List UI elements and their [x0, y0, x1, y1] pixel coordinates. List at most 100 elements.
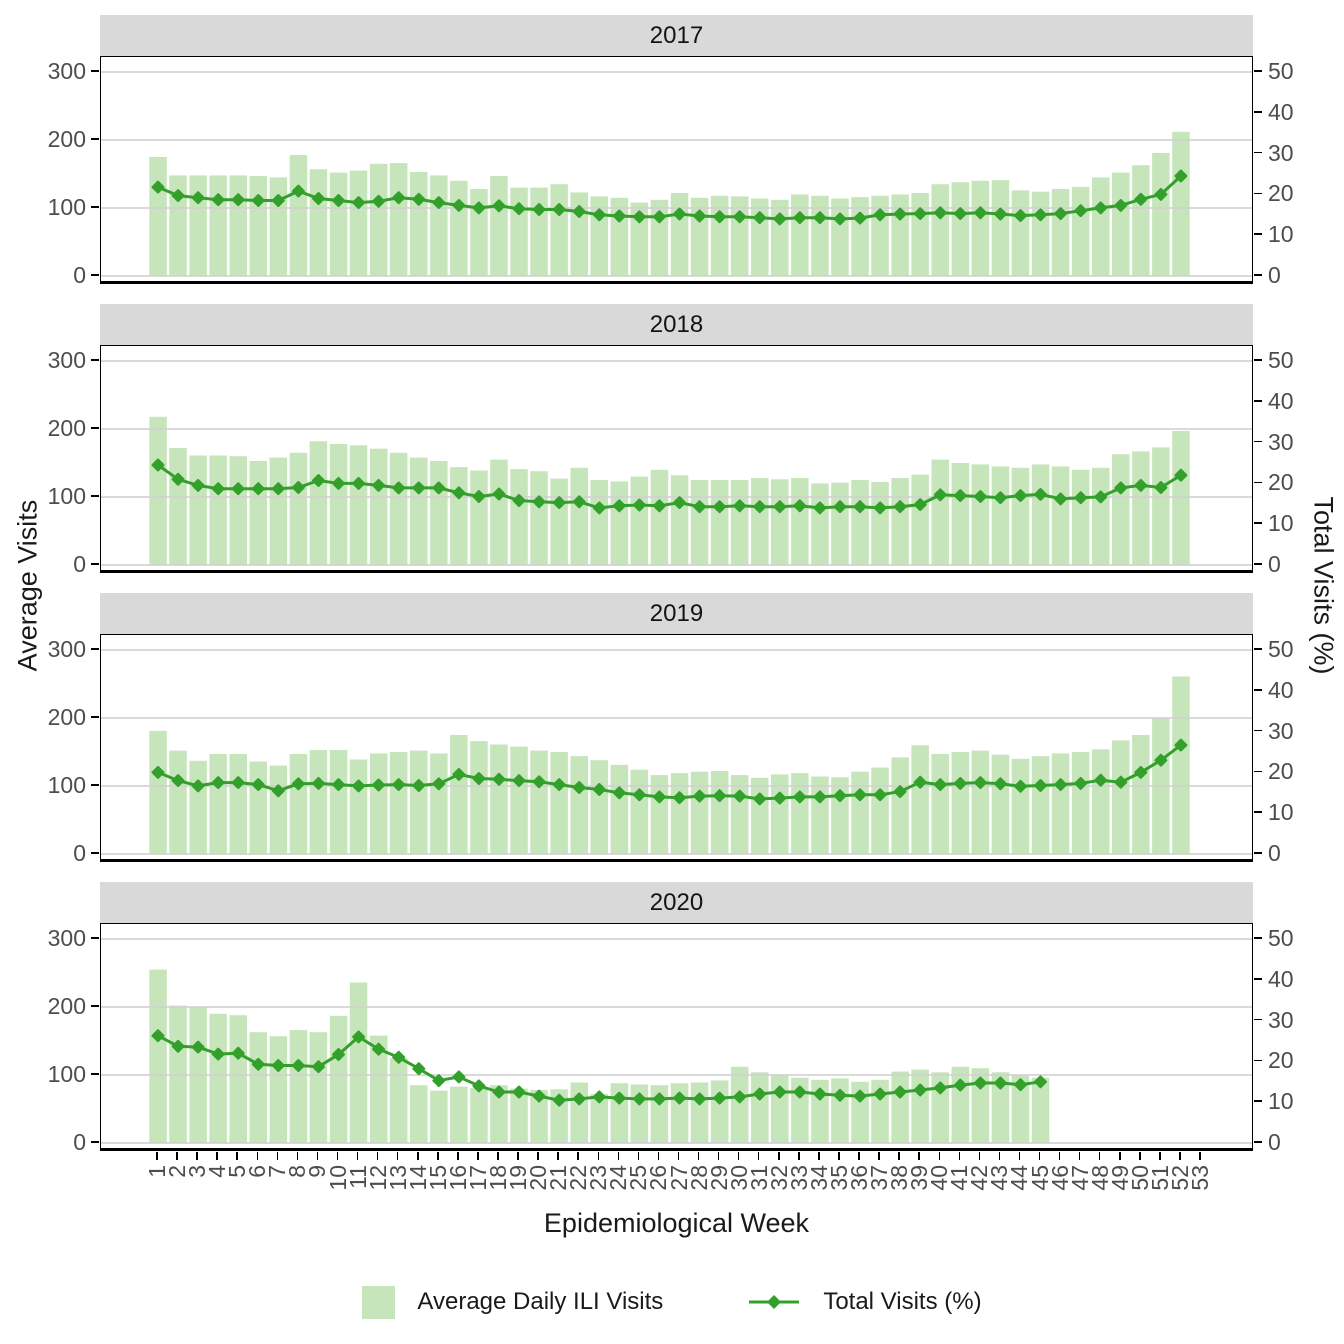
x-tick-mark: [1139, 1152, 1141, 1160]
left-tick-label: 300: [47, 925, 86, 951]
bar: [269, 765, 288, 854]
bar: [430, 175, 448, 276]
bar: [630, 476, 649, 565]
bar: [751, 198, 769, 276]
bar: [289, 1030, 308, 1143]
left-tick-mark: [91, 495, 99, 497]
bar: [570, 467, 588, 565]
left-tick-label: 200: [47, 415, 86, 441]
bar: [971, 464, 990, 565]
bar: [249, 761, 267, 854]
bar: [329, 172, 348, 276]
bar: [1112, 454, 1130, 565]
bar: [470, 470, 488, 565]
bar: [670, 773, 689, 854]
left-tick-label: 100: [47, 483, 86, 509]
right-tick-mark: [1254, 937, 1262, 939]
right-tick-mark: [1254, 689, 1262, 691]
bar: [329, 750, 348, 854]
right-tick-mark: [1254, 192, 1262, 195]
bar: [991, 754, 1010, 854]
bar: [831, 1078, 849, 1143]
left-tick-mark: [91, 852, 99, 854]
right-tick-mark: [1254, 522, 1262, 524]
bar: [1011, 190, 1030, 276]
bar: [871, 482, 889, 565]
bar: [971, 180, 990, 276]
bar: [249, 176, 267, 276]
facet-strip-2018: 2018: [100, 304, 1253, 345]
bar: [991, 180, 1010, 276]
left-tick-mark: [91, 359, 99, 361]
bar: [329, 1015, 348, 1143]
right-tick-mark: [1254, 359, 1262, 361]
left-tick-label: 300: [47, 58, 86, 84]
x-tick-mark: [778, 1152, 780, 1160]
x-tick-mark: [457, 1152, 459, 1160]
line-markers: [151, 738, 1188, 806]
bar: [149, 416, 167, 565]
right-tick-mark: [1254, 1100, 1262, 1102]
bar: [430, 753, 448, 854]
bar: [430, 1090, 448, 1143]
x-tick-mark: [998, 1152, 1001, 1160]
x-tick-mark: [517, 1152, 519, 1160]
right-tick-label: 20: [1268, 758, 1294, 785]
bar: [751, 777, 769, 854]
bar: [309, 1032, 328, 1143]
right-tick-label: 0: [1268, 262, 1281, 288]
x-tick-mark: [597, 1152, 600, 1160]
bar: [851, 480, 869, 565]
x-tick-mark: [437, 1152, 439, 1160]
x-tick-mark: [617, 1152, 620, 1160]
bar: [570, 192, 588, 276]
bar: [1092, 177, 1110, 276]
x-tick-mark: [1098, 1152, 1101, 1160]
bar: [1172, 676, 1190, 854]
bar: [410, 750, 428, 854]
x-tick-mark: [577, 1152, 579, 1160]
bar: [349, 445, 368, 565]
x-tick-mark: [296, 1152, 299, 1160]
bar: [610, 481, 629, 565]
left-axis-title: Average Visits: [12, 499, 43, 672]
x-tick-mark: [1018, 1152, 1021, 1160]
left-tick-mark: [91, 70, 99, 72]
facet-strip-label: 2018: [649, 310, 704, 338]
legend-bar-label: Average Daily ILI Visits: [417, 1288, 664, 1315]
right-tick-label: 0: [1268, 1129, 1281, 1155]
x-tick-mark: [898, 1152, 900, 1160]
right-tick-mark: [1254, 233, 1262, 235]
bar: [730, 480, 749, 565]
right-tick-mark: [1254, 440, 1262, 443]
x-tick-mark: [497, 1152, 499, 1160]
x-tick-mark: [276, 1152, 279, 1160]
x-tick-mark: [196, 1152, 198, 1160]
x-tick-mark: [818, 1152, 820, 1160]
bar: [771, 774, 789, 854]
bar: [169, 750, 187, 854]
bar: [1071, 752, 1090, 854]
x-tick-mark: [737, 1152, 740, 1160]
x-tick-mark: [1078, 1152, 1081, 1160]
bar: [249, 461, 267, 565]
bar: [450, 180, 468, 276]
right-tick-label: 10: [1268, 510, 1294, 537]
bar: [349, 170, 368, 276]
bar: [229, 1015, 247, 1143]
bar: [1112, 172, 1130, 276]
x-tick-mark: [1038, 1152, 1041, 1160]
left-tick-label: 0: [73, 262, 86, 288]
x-tick-mark: [316, 1152, 319, 1160]
bar: [610, 764, 629, 854]
bar: [710, 1080, 729, 1143]
left-tick-label: 200: [47, 704, 86, 730]
x-tick-mark: [978, 1152, 981, 1160]
bar: [530, 750, 548, 854]
bar: [349, 759, 368, 854]
right-tick-label: 40: [1268, 98, 1294, 125]
left-tick-label: 300: [47, 636, 86, 662]
left-tick-label: 100: [47, 194, 86, 220]
bar: [991, 1072, 1010, 1143]
